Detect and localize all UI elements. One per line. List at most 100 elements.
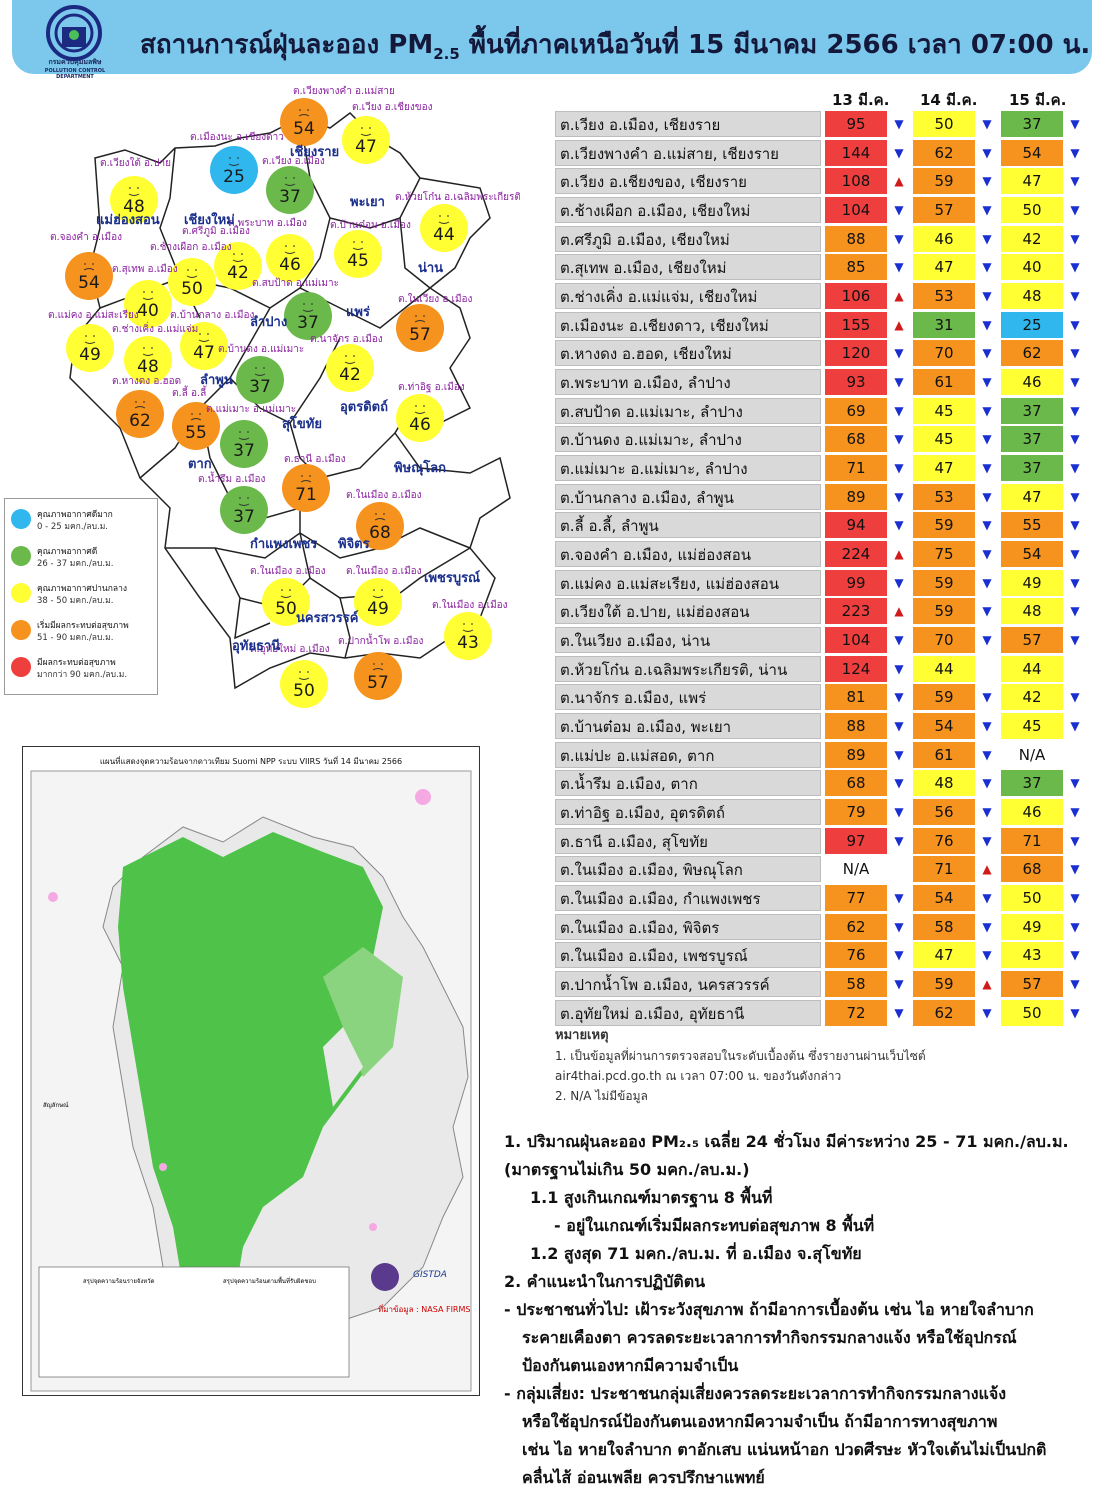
station-bubble: 54 bbox=[65, 252, 113, 300]
trend-down-icon: ▼ bbox=[982, 260, 992, 275]
station-name-cell: ต.อุทัยใหม่ อ.เมือง, อุทัยธานี bbox=[555, 999, 821, 1026]
station-name-cell: ต.ห้วยโก๋น อ.เฉลิมพระเกียรติ, น่าน bbox=[555, 655, 821, 682]
pm25-value-cell: 48 bbox=[1001, 283, 1063, 310]
table-row: ต.ในเวียง อ.เมือง, น่าน 104 ▼ 70 ▼ 57 ▼ bbox=[555, 626, 1085, 654]
station-value: 37 bbox=[249, 377, 271, 397]
pm25-value-cell: 37 bbox=[1001, 397, 1063, 424]
trend-down-icon: ▼ bbox=[894, 690, 904, 705]
pm25-value-cell: 47 bbox=[913, 254, 975, 281]
station-bubble-circle bbox=[220, 420, 268, 468]
station-bubble-circle bbox=[266, 234, 314, 282]
station-bubble: 43 bbox=[444, 612, 492, 660]
trend-down-icon: ▼ bbox=[982, 633, 992, 648]
face-icon bbox=[284, 245, 296, 254]
trend-down-icon: ▼ bbox=[1070, 289, 1080, 304]
pm25-value-cell: 42 bbox=[1001, 225, 1063, 252]
station-value: 46 bbox=[279, 255, 301, 275]
trend-down-icon: ▼ bbox=[982, 747, 992, 762]
station-value: 43 bbox=[457, 633, 479, 653]
table-row: ต.ธานี อ.เมือง, สุโขทัย 97 ▼ 76 ▼ 71 ▼ bbox=[555, 827, 1085, 855]
legend-range: 26 - 37 มคก./ลบ.ม. bbox=[37, 559, 114, 569]
station-label: ต.บ้านดง อ.แม่เมาะ bbox=[218, 343, 304, 355]
station-value: 54 bbox=[293, 119, 315, 139]
station-label: ต.ปากน้ำโพ อ.เมือง bbox=[338, 633, 423, 647]
pm25-value-cell: 57 bbox=[1001, 971, 1063, 998]
trend-down-icon: ▼ bbox=[894, 461, 904, 476]
station-value: 50 bbox=[293, 681, 315, 701]
pm25-value-cell: 70 bbox=[913, 627, 975, 654]
trend-down-icon: ▼ bbox=[982, 432, 992, 447]
face-icon bbox=[198, 333, 210, 342]
pm25-value-cell: 37 bbox=[1001, 426, 1063, 453]
pm25-value-cell: 95 bbox=[825, 111, 887, 137]
trend-down-icon: ▼ bbox=[894, 346, 904, 361]
station-name-cell: ต.ปากน้ำโพ อ.เมือง, นครสวรรค์ bbox=[555, 971, 821, 998]
table-row: ต.บ้านกลาง อ.เมือง, ลำพูน 89 ▼ 53 ▼ 47 ▼ bbox=[555, 483, 1085, 511]
station-label: ต.พระบาท อ.เมือง bbox=[228, 217, 307, 229]
table-row: ต.ศรีภูมิ อ.เมือง, เชียงใหม่ 88 ▼ 46 ▼ 42 ▼ bbox=[555, 225, 1085, 253]
station-value: 42 bbox=[227, 263, 249, 283]
pm25-value-cell: 42 bbox=[1001, 684, 1063, 711]
pm25-value-cell: 44 bbox=[1001, 655, 1063, 682]
pm25-value-cell: 75 bbox=[913, 541, 975, 568]
trend-up-icon: ▲ bbox=[894, 547, 904, 562]
trend-down-icon: ▼ bbox=[982, 375, 992, 390]
pm25-value-cell: 45 bbox=[913, 426, 975, 453]
pm25-value-cell: 79 bbox=[825, 799, 887, 826]
station-label: ต.เมืองนะ อ.เชียงดาว bbox=[190, 131, 284, 143]
station-name-cell: ต.ในเมือง อ.เมือง, กำแพงเพชร bbox=[555, 885, 821, 912]
pm25-value-cell: 47 bbox=[1001, 168, 1063, 195]
pm25-value-cell: 50 bbox=[1001, 197, 1063, 223]
table-row: ต.ในเมือง อ.เมือง, พิษณุโลก N/A 71 ▲ 68 ▼ bbox=[555, 855, 1085, 883]
table-row: ต.แม่ปะ อ.แม่สอด, ตาก 89 ▼ 61 ▼ N/A bbox=[555, 741, 1085, 769]
face-icon bbox=[372, 663, 384, 671]
station-value: 48 bbox=[123, 197, 145, 217]
station-bubble: 50 bbox=[168, 258, 216, 306]
table-row: ต.นาจักร อ.เมือง, แพร่ 81 ▼ 59 ▼ 42 ▼ bbox=[555, 683, 1085, 711]
station-name-cell: ต.เวียงใต้ อ.ปาย, แม่ฮ่องสอน bbox=[555, 598, 821, 625]
pm25-value-cell: 54 bbox=[1001, 541, 1063, 568]
station-value: 55 bbox=[185, 423, 207, 443]
pm25-value-cell: 224 bbox=[825, 541, 887, 568]
page-title: สถานการณ์ฝุ่นละออง PM2.5 พื้นที่ภาคเหนือ… bbox=[140, 30, 1091, 64]
station-name-cell: ต.ธานี อ.เมือง, สุโขทัย bbox=[555, 827, 821, 854]
trend-down-icon: ▼ bbox=[1070, 174, 1080, 189]
station-bubble-circle bbox=[214, 242, 262, 290]
trend-down-icon: ▼ bbox=[1070, 1005, 1080, 1020]
station-value: 45 bbox=[347, 251, 369, 271]
trend-down-icon: ▼ bbox=[1070, 805, 1080, 820]
note-1: 1. เป็นข้อมูลที่ผ่านการตรวจสอบในระดับเบื… bbox=[555, 1049, 926, 1063]
trend-down-icon: ▼ bbox=[1070, 891, 1080, 906]
legend-range: 0 - 25 มคก./ลบ.ม. bbox=[37, 522, 109, 532]
pm25-value-cell: 85 bbox=[825, 254, 887, 281]
pm25-value-cell: 46 bbox=[1001, 799, 1063, 826]
station-bubble: 47 bbox=[180, 322, 228, 370]
station-bubble-circle bbox=[236, 356, 284, 404]
station-name-cell: ต.พระบาท อ.เมือง, ลำปาง bbox=[555, 369, 821, 396]
table-row: ต.บ้านดง อ.แม่เมาะ, ลำปาง 68 ▼ 45 ▼ 37 ▼ bbox=[555, 425, 1085, 453]
trend-down-icon: ▼ bbox=[894, 1005, 904, 1020]
pm25-value-cell: 46 bbox=[913, 225, 975, 252]
station-bubble-circle bbox=[356, 502, 404, 550]
pm25-value-cell: 94 bbox=[825, 512, 887, 539]
station-value: 46 bbox=[409, 415, 431, 435]
station-value: 37 bbox=[279, 187, 301, 207]
trend-down-icon: ▼ bbox=[894, 661, 904, 676]
station-name-cell: ต.แม่ปะ อ.แม่สอด, ตาก bbox=[555, 741, 821, 768]
station-bubble-circle bbox=[342, 116, 390, 164]
face-icon bbox=[280, 589, 292, 598]
pm25-value-cell: 61 bbox=[913, 369, 975, 396]
trend-down-icon: ▼ bbox=[1070, 489, 1080, 504]
pm25-value-cell: 57 bbox=[1001, 627, 1063, 654]
pm25-value-cell: 70 bbox=[913, 340, 975, 367]
pm25-value-cell: 89 bbox=[825, 741, 887, 768]
pm25-value-cell: 53 bbox=[913, 483, 975, 510]
trend-down-icon: ▼ bbox=[982, 547, 992, 562]
legend-color-swatch bbox=[11, 509, 31, 529]
trend-down-icon: ▼ bbox=[894, 747, 904, 762]
station-bubble: 50 bbox=[280, 660, 328, 708]
trend-down-icon: ▼ bbox=[1070, 604, 1080, 619]
pm25-value-cell: 106 bbox=[825, 283, 887, 310]
pm25-value-cell: 59 bbox=[913, 569, 975, 596]
station-label: ต.หางดง อ.ฮอด bbox=[112, 376, 181, 387]
